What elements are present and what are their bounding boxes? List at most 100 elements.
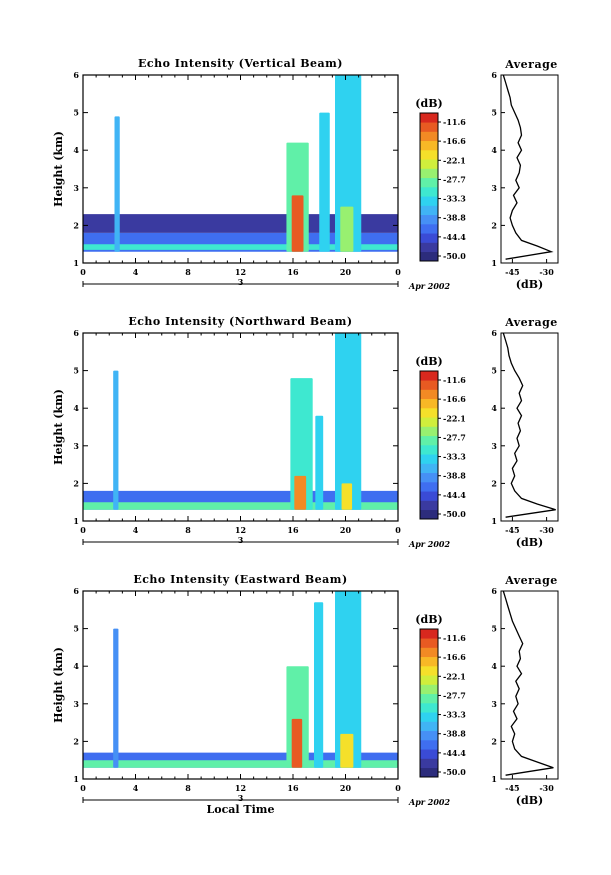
colorbar: (dB)-11.6 -16.6 -22.1 -27.7 -33.3 -38.8 -44.4 -… — [415, 613, 466, 778]
colorbar-swatch — [420, 656, 438, 667]
date-label: Apr 2002 — [408, 797, 451, 807]
heatmap-region — [340, 206, 354, 252]
colorbar-swatch — [420, 482, 438, 492]
average-profile-line — [502, 332, 556, 518]
colorbar-swatch — [420, 187, 438, 197]
colorbar-swatch — [420, 168, 438, 179]
heatmap-region — [113, 370, 119, 510]
panel-title: Echo Intensity (Vertical Beam) — [138, 57, 343, 70]
colorbar-tick-label: -44.4 — [443, 748, 466, 758]
colorbar-tick-label: -38.8 — [443, 471, 466, 481]
avg-y-tick-label: 1 — [491, 774, 497, 784]
y-tick-label: 1 — [73, 258, 79, 268]
x-tick-label: 16 — [287, 525, 299, 535]
colorbar: (dB)-11.6 -16.6 -22.1 -27.7 -33.3 -38.8 -44.4 -… — [415, 355, 466, 520]
colorbar-swatch — [420, 767, 438, 778]
colorbar-tick-label: -33.3 — [443, 194, 466, 204]
colorbar-tick-label: -33.3 — [443, 710, 466, 720]
x-tick-label: 0 — [395, 267, 401, 277]
x-tick-label: 4 — [133, 783, 139, 793]
avg-x-label: (dB) — [516, 278, 543, 291]
avg-y-tick-label: 2 — [491, 478, 497, 488]
x-tick-label: 20 — [340, 525, 352, 535]
x-tick-label: 20 — [340, 267, 352, 277]
y-tick-label: 4 — [73, 661, 79, 671]
colorbar-swatch — [420, 380, 438, 390]
panel-1: Echo Intensity (Vertical Beam)0 4 8 12 16 20 0… — [52, 57, 559, 291]
avg-x-label: (dB) — [516, 536, 543, 549]
colorbar-swatch — [420, 205, 438, 216]
avg-y-tick-label: 4 — [491, 661, 497, 671]
heatmap-region — [314, 602, 324, 768]
y-tick-label: 5 — [73, 624, 79, 634]
heatmap-region — [341, 483, 353, 510]
colorbar-swatch — [420, 122, 438, 132]
heatmap-region — [114, 116, 120, 252]
x-tick-label: 8 — [185, 525, 191, 535]
colorbar-swatch — [420, 371, 438, 381]
y-axis-label: Height (km) — [52, 131, 65, 207]
colorbar-tick-label: -11.6 — [443, 117, 466, 127]
avg-x-tick-label: -30 — [539, 783, 554, 793]
panel-2: Echo Intensity (Northward Beam)0 4 8 12 16 20… — [52, 315, 559, 549]
colorbar-swatch — [420, 251, 438, 262]
y-tick-label: 3 — [73, 441, 79, 451]
average-title: Average — [504, 574, 558, 587]
avg-x-tick-label: -30 — [539, 267, 554, 277]
avg-y-tick-label: 3 — [491, 699, 497, 709]
colorbar-swatch — [420, 131, 438, 142]
day-label: 3 — [238, 535, 244, 545]
colorbar-swatch — [420, 140, 438, 151]
y-tick-label: 4 — [73, 403, 79, 413]
colorbar-swatch — [420, 177, 438, 188]
panel-title: Echo Intensity (Northward Beam) — [128, 315, 352, 328]
x-tick-label: 0 — [80, 525, 86, 535]
x-tick-label: 8 — [185, 783, 191, 793]
colorbar-swatch — [420, 758, 438, 769]
y-tick-label: 2 — [73, 220, 79, 230]
date-label: Apr 2002 — [408, 539, 451, 549]
colorbar-swatch — [420, 150, 438, 160]
average-frame — [500, 74, 559, 264]
y-tick-label: 2 — [73, 736, 79, 746]
x-tick-label: 8 — [185, 267, 191, 277]
avg-y-tick-label: 4 — [491, 145, 497, 155]
average-title: Average — [504, 316, 558, 329]
heatmap-region — [319, 112, 330, 252]
heatmap-region — [335, 333, 362, 510]
average-frame — [500, 332, 559, 522]
avg-y-tick-label: 3 — [491, 441, 497, 451]
heatmap-region — [335, 591, 362, 768]
colorbar-swatch — [420, 740, 438, 750]
y-tick-label: 5 — [73, 366, 79, 376]
day-label: 3 — [238, 277, 244, 287]
average-frame — [500, 590, 559, 780]
avg-y-tick-label: 5 — [491, 624, 497, 634]
y-axis-label: Height (km) — [52, 389, 65, 465]
colorbar-swatch — [420, 159, 438, 169]
heatmap-region — [291, 718, 303, 768]
colorbar-swatch — [420, 675, 438, 685]
colorbar-swatch — [420, 417, 438, 427]
heatmap-region — [294, 475, 307, 510]
colorbar-tick-label: -22.1 — [443, 413, 466, 423]
x-tick-label: 16 — [287, 267, 299, 277]
colorbar: (dB)-11.6 -16.6 -22.1 -27.7 -33.3 -38.8 -44.4 -… — [415, 97, 466, 262]
x-tick-label: 0 — [80, 267, 86, 277]
heatmap — [83, 591, 398, 768]
avg-y-tick-label: 5 — [491, 108, 497, 118]
colorbar-tick-label: -11.6 — [443, 375, 466, 385]
avg-x-tick-label: -45 — [505, 525, 519, 535]
y-tick-label: 6 — [73, 586, 79, 596]
colorbar-swatch — [420, 224, 438, 234]
average-profile-line — [502, 590, 554, 776]
colorbar-tick-label: -16.6 — [443, 394, 466, 404]
colorbar-swatch — [420, 629, 438, 639]
colorbar-tick-label: -27.7 — [443, 174, 466, 184]
colorbar-swatch — [420, 472, 438, 483]
x-tick-label: 16 — [287, 783, 299, 793]
colorbar-swatch — [420, 463, 438, 474]
colorbar-tick-label: -44.4 — [443, 232, 466, 242]
avg-x-tick-label: -30 — [539, 525, 554, 535]
avg-y-tick-label: 6 — [491, 328, 497, 338]
